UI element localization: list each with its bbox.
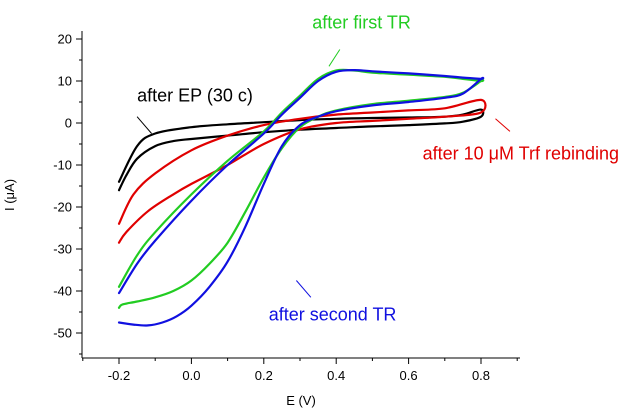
y-tick-label: -40	[53, 284, 72, 299]
series-line	[117, 68, 485, 327]
y-tick-label: -10	[53, 158, 72, 173]
x-tick-label: 0.4	[327, 368, 345, 383]
y-tick-label: 20	[58, 32, 72, 47]
series-annotation: after EP (30 c)	[137, 86, 253, 106]
y-tick-label: -50	[53, 326, 72, 341]
series-annotation: after second TR	[269, 304, 397, 324]
y-ticks: 20 10 0 -10 -20 -30 -40 -50	[53, 32, 82, 355]
y-tick-label: 0	[65, 116, 72, 131]
annotation-pointer	[495, 118, 511, 132]
y-axis-label: I (μA)	[2, 179, 17, 211]
annotation-pointer	[136, 116, 152, 134]
y-tick-label: -20	[53, 200, 72, 215]
x-tick-label: 0.8	[472, 368, 490, 383]
y-tick-label: 10	[58, 74, 72, 89]
x-ticks: -0.2 0.0 0.2 0.4 0.6 0.8	[82, 358, 518, 383]
series-annotation: after first TR	[312, 13, 411, 33]
annotation-pointer	[296, 280, 312, 298]
series-layer	[117, 68, 487, 327]
x-axis-label: E (V)	[286, 393, 316, 408]
annotation-pointer	[328, 49, 341, 67]
x-tick-label: 0.2	[255, 368, 273, 383]
x-tick-label: -0.2	[108, 368, 130, 383]
axes: -0.2 0.0 0.2 0.4 0.6 0.8 20 10 0 -10 -20 -30 -40 -50	[53, 31, 520, 383]
annotation-layer: after first TR after EP (30 c) after 10 μM…	[136, 13, 619, 324]
series-line	[117, 108, 485, 192]
x-tick-label: 0.6	[400, 368, 418, 383]
series-annotation: after 10 μM Trf rebinding	[423, 144, 619, 164]
x-tick-label: 0.0	[182, 368, 200, 383]
series-line	[117, 98, 487, 244]
y-tick-label: -30	[53, 242, 72, 257]
